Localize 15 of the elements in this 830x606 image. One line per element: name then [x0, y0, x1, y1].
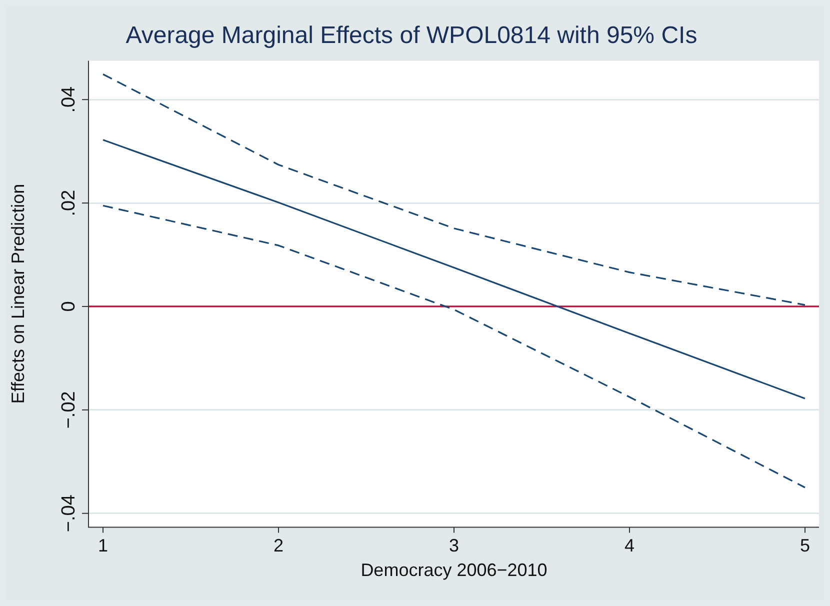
y-tick-label: .02	[58, 190, 80, 216]
y-axis-title: Effects on Linear Prediction	[8, 184, 28, 404]
y-tick-label: −.02	[58, 391, 80, 429]
y-tick-label: .04	[58, 86, 80, 113]
line-series	[102, 73, 806, 306]
y-tick-label: 0	[58, 301, 80, 312]
y-tick-label: −.04	[58, 494, 80, 532]
x-tick-label: 1	[98, 536, 108, 556]
x-tick-label: 4	[624, 536, 634, 556]
x-tick-label: 2	[274, 536, 284, 556]
x-tick-label: 5	[800, 536, 810, 556]
x-tick-label: 3	[448, 536, 460, 556]
chart-title: Average Marginal Effects of WPOL0814 with 95% CIs	[126, 22, 698, 50]
line-series	[102, 204, 806, 488]
x-axis-title: Democracy 2006−2010	[360, 560, 548, 580]
